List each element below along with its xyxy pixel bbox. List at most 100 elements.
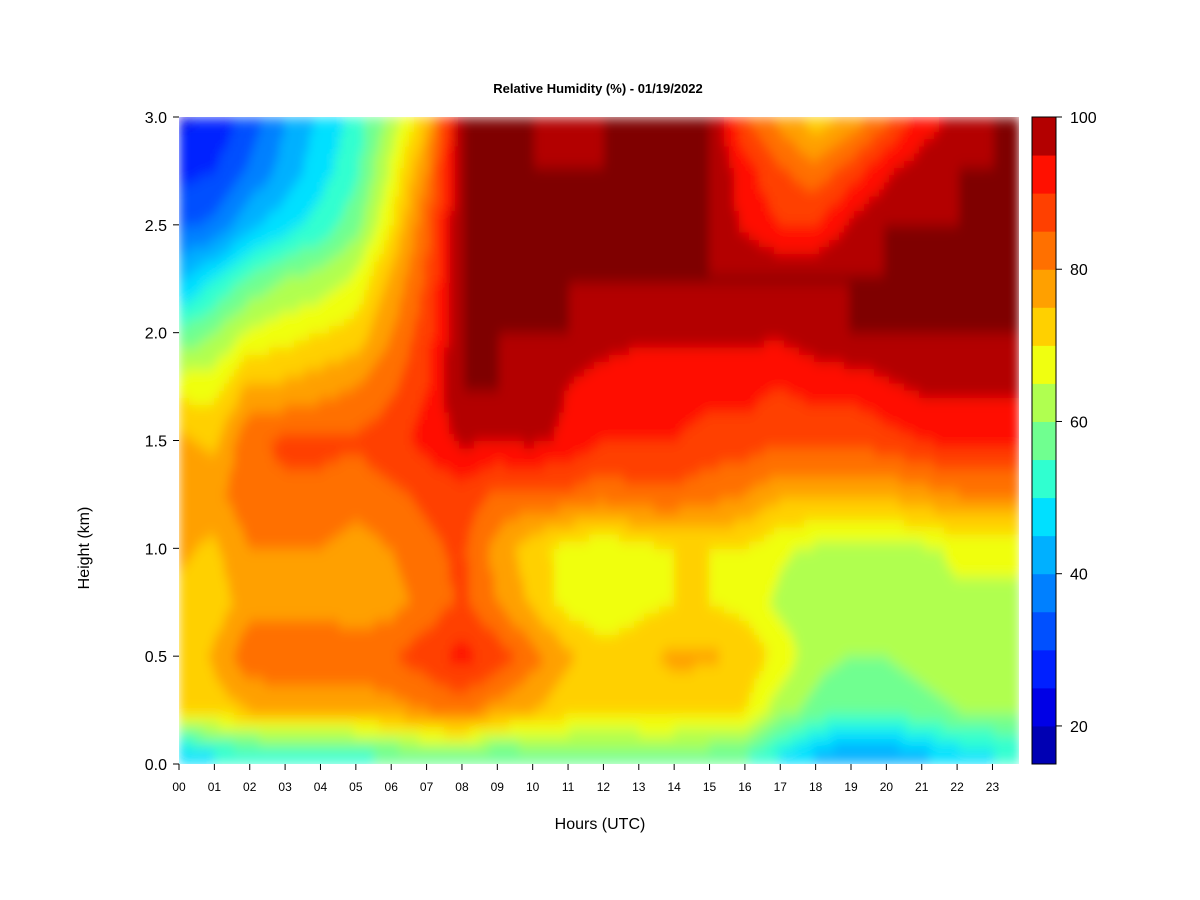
heatmap-cell (864, 613, 870, 621)
heatmap-cell (779, 728, 785, 736)
heatmap-cell (879, 713, 885, 722)
heatmap-cell (424, 713, 430, 722)
heatmap-cell (629, 591, 635, 600)
heatmap-cell (314, 648, 320, 657)
heatmap-cell (584, 555, 590, 564)
heatmap-cell (474, 641, 480, 650)
heatmap-cell (599, 620, 605, 629)
heatmap-cell (994, 577, 1000, 585)
heatmap-cell (324, 692, 330, 700)
heatmap-cell (559, 562, 565, 571)
heatmap-cell (889, 641, 895, 650)
heatmap-cell (299, 670, 305, 679)
heatmap-cell (914, 699, 920, 708)
heatmap-cell (959, 735, 965, 744)
heatmap-cell (344, 706, 350, 715)
heatmap-cell (664, 598, 670, 607)
heatmap-cell (224, 749, 230, 758)
heatmap-cell (629, 756, 635, 764)
heatmap-cell (609, 569, 615, 578)
heatmap-cell (494, 735, 500, 744)
heatmap-cell (334, 735, 340, 744)
heatmap-cell (954, 728, 960, 736)
heatmap-cell (459, 756, 465, 764)
heatmap-cell (844, 562, 850, 571)
heatmap-cell (459, 577, 465, 585)
heatmap-cell (854, 620, 860, 629)
heatmap-cell (479, 577, 485, 585)
heatmap-cell (734, 699, 740, 708)
heatmap-cell (699, 706, 705, 715)
heatmap-cell (574, 713, 580, 722)
heatmap-cell (669, 692, 675, 700)
heatmap-cell (464, 577, 470, 585)
heatmap-cell (964, 598, 970, 607)
heatmap-cell (684, 756, 690, 764)
heatmap-cell (584, 598, 590, 607)
heatmap-cell (274, 605, 280, 614)
heatmap-cell (479, 569, 485, 578)
heatmap-cell (939, 684, 945, 693)
heatmap-cell (854, 598, 860, 607)
heatmap-cell (424, 684, 430, 693)
heatmap-cell (389, 713, 395, 722)
heatmap-cell (854, 577, 860, 585)
heatmap-cell (334, 648, 340, 657)
heatmap-cell (964, 713, 970, 722)
heatmap-cell (694, 756, 700, 764)
heatmap-cell (884, 634, 890, 643)
heatmap-cell (359, 670, 365, 679)
heatmap-cell (519, 605, 525, 614)
heatmap-cell (684, 591, 690, 600)
heatmap-cell (414, 613, 420, 621)
heatmap-cell (404, 706, 410, 715)
heatmap-cell (769, 735, 775, 744)
heatmap-cell (379, 562, 385, 571)
heatmap-cell (519, 720, 525, 729)
heatmap-cell (374, 720, 380, 729)
heatmap-cell (699, 620, 705, 629)
heatmap-cell (484, 692, 490, 700)
heatmap-cell (829, 677, 835, 686)
heatmap-cell (234, 598, 240, 607)
heatmap-cell (604, 720, 610, 729)
heatmap-cell (619, 634, 625, 643)
heatmap-cell (359, 648, 365, 657)
heatmap-cell (404, 605, 410, 614)
heatmap-cell (584, 742, 590, 751)
heatmap-cell (669, 706, 675, 715)
heatmap-cell (679, 569, 685, 578)
heatmap-cell (299, 627, 305, 636)
heatmap-cell (439, 756, 445, 764)
heatmap-cell (644, 749, 650, 758)
heatmap-cell (849, 749, 855, 758)
heatmap-cell (589, 670, 595, 679)
heatmap-cell (309, 656, 315, 664)
heatmap-cell (899, 656, 905, 664)
heatmap-cell (724, 684, 730, 693)
heatmap-cell (349, 562, 355, 571)
heatmap-cell (409, 656, 415, 664)
heatmap-cell (249, 598, 255, 607)
heatmap-cell (199, 548, 205, 557)
heatmap-cell (784, 663, 790, 672)
heatmap-cell (479, 684, 485, 693)
heatmap-cell (839, 684, 845, 693)
heatmap-cell (399, 598, 405, 607)
heatmap-cell (584, 627, 590, 636)
heatmap-cell (409, 728, 415, 736)
heatmap-cell (759, 598, 765, 607)
heatmap-cell (814, 742, 820, 751)
heatmap-cell (539, 728, 545, 736)
heatmap-cell (469, 569, 475, 578)
heatmap-cell (869, 699, 875, 708)
heatmap-cell (269, 562, 275, 571)
heatmap-cell (254, 677, 260, 686)
heatmap-cell (814, 749, 820, 758)
heatmap-cell (899, 663, 905, 672)
heatmap-cell (699, 684, 705, 693)
heatmap-cell (424, 706, 430, 715)
heatmap-cell (949, 641, 955, 650)
heatmap-cell (914, 670, 920, 679)
heatmap-cell (389, 620, 395, 629)
